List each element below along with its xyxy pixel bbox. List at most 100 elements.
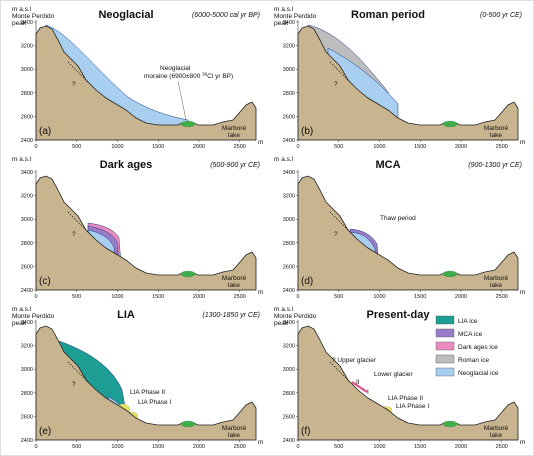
x-tick-label: 500 — [72, 444, 81, 450]
y-tick-label: 3400 — [283, 20, 295, 26]
x-tick-label: 0 — [34, 144, 37, 150]
moraine — [442, 420, 458, 428]
annotation: Thaw period — [380, 215, 416, 222]
x-tick-label: 2500 — [496, 294, 508, 300]
lake-label: Marboré — [222, 125, 247, 132]
x-unit: m — [258, 139, 263, 146]
x-tick-label: 1000 — [111, 294, 123, 300]
x-tick-label: 1000 — [373, 444, 385, 450]
x-tick-label: 1500 — [152, 294, 164, 300]
y-axis-label: m a.s.l — [274, 306, 294, 313]
x-unit: m — [258, 439, 263, 446]
moraine-pointer — [177, 80, 187, 121]
annotation: LIA Phase I — [138, 399, 171, 406]
lake-label: Marboré — [484, 125, 509, 132]
x-unit: m — [520, 139, 525, 146]
panel-title: Neoglacial — [98, 9, 153, 21]
y-tick-label: 2600 — [21, 114, 33, 120]
legend-label: MCA ice — [458, 331, 483, 338]
panel-title: Dark ages — [100, 159, 153, 171]
y-tick-label: 3400 — [21, 170, 33, 176]
moraine-label-sup: 36 — [202, 72, 208, 77]
legend-swatch — [435, 328, 455, 338]
x-tick-label: 1500 — [152, 144, 164, 150]
moraine-label: moraine (6900±800 36Cl yr BP) — [144, 72, 233, 81]
x-unit: m — [520, 439, 525, 446]
x-tick-label: 2500 — [234, 144, 246, 150]
legend-label: Roman ice — [458, 357, 489, 364]
x-tick-label: 1500 — [152, 444, 164, 450]
legend-swatch — [435, 315, 455, 325]
panel-period: (900-1300 yr CE) — [468, 162, 522, 169]
peak-label: peak — [274, 320, 289, 327]
y-tick-label: 3000 — [283, 217, 295, 223]
y-tick-label: 3000 — [21, 217, 33, 223]
y-axis-label: m a.s.l — [12, 156, 32, 163]
y-tick-label: 2600 — [283, 414, 295, 420]
y-tick-label: 2600 — [21, 264, 33, 270]
x-tick-label: 0 — [296, 444, 299, 450]
x-tick-label: 500 — [72, 144, 81, 150]
peak-label: Monte Perdido — [12, 13, 55, 20]
terrain — [297, 175, 519, 291]
legend-label: Neoglacial ice — [458, 370, 499, 377]
y-axis-label: m a.s.l — [274, 156, 294, 163]
x-unit: m — [520, 289, 525, 296]
y-tick-label: 3000 — [283, 67, 295, 73]
moraine-label-part: Cl yr BP) — [207, 73, 233, 80]
x-tick-label: 2000 — [455, 144, 467, 150]
moraine — [442, 120, 458, 128]
x-tick-label: 1500 — [414, 294, 426, 300]
moraine — [442, 270, 458, 278]
panel-period: (1300-1850 yr CE) — [202, 312, 260, 319]
y-tick-label: 3200 — [21, 44, 33, 50]
y-axis-label: m a.s.l — [12, 6, 32, 13]
x-unit: m — [258, 289, 263, 296]
panel-letter: (b) — [301, 126, 313, 137]
lake-label: lake — [490, 132, 502, 139]
y-tick-label: 2600 — [283, 264, 295, 270]
x-tick-label: 0 — [296, 294, 299, 300]
annotation: LIA Phase I — [396, 403, 429, 410]
y-tick-label: 3200 — [21, 344, 33, 350]
y-tick-label: 2800 — [21, 241, 33, 247]
panel-letter: (a) — [39, 126, 51, 137]
peak-label: peak — [12, 320, 27, 327]
lake-label: lake — [228, 282, 240, 289]
y-tick-label: 3000 — [283, 367, 295, 373]
annotation: I — [367, 389, 369, 396]
x-tick-label: 1000 — [373, 294, 385, 300]
y-axis-label: m a.s.l — [12, 306, 32, 313]
y-tick-label: 3200 — [283, 44, 295, 50]
y-tick-label: 3400 — [21, 320, 33, 326]
x-tick-label: 2500 — [234, 444, 246, 450]
annotation: ? — [72, 381, 76, 388]
annotation: II — [356, 379, 360, 386]
panel-letter: (c) — [39, 276, 51, 287]
x-tick-label: 2000 — [455, 294, 467, 300]
moraine-label-part: moraine (6900±800 — [144, 73, 202, 80]
moraine — [180, 120, 196, 128]
annotation: Neoglacial — [160, 65, 191, 72]
panel-letter: (f) — [301, 426, 310, 437]
panel-letter: (d) — [301, 276, 313, 287]
legend-swatch — [435, 367, 455, 377]
annotation: LIA Phase II — [388, 395, 423, 402]
annotation: ? — [334, 81, 338, 88]
lake-label: lake — [228, 432, 240, 439]
x-tick-label: 1500 — [414, 144, 426, 150]
y-tick-label: 3400 — [283, 170, 295, 176]
y-tick-label: 2800 — [283, 241, 295, 247]
x-tick-label: 1000 — [111, 144, 123, 150]
legend-label: Dark ages ice — [458, 344, 498, 351]
lake-label: Marboré — [222, 275, 247, 282]
peak-label: Monte Perdido — [274, 13, 317, 20]
bedrock-dashed-line — [329, 61, 351, 83]
y-tick-label: 2400 — [283, 438, 295, 444]
peak-label: peak — [12, 20, 27, 27]
y-tick-label: 3000 — [21, 367, 33, 373]
